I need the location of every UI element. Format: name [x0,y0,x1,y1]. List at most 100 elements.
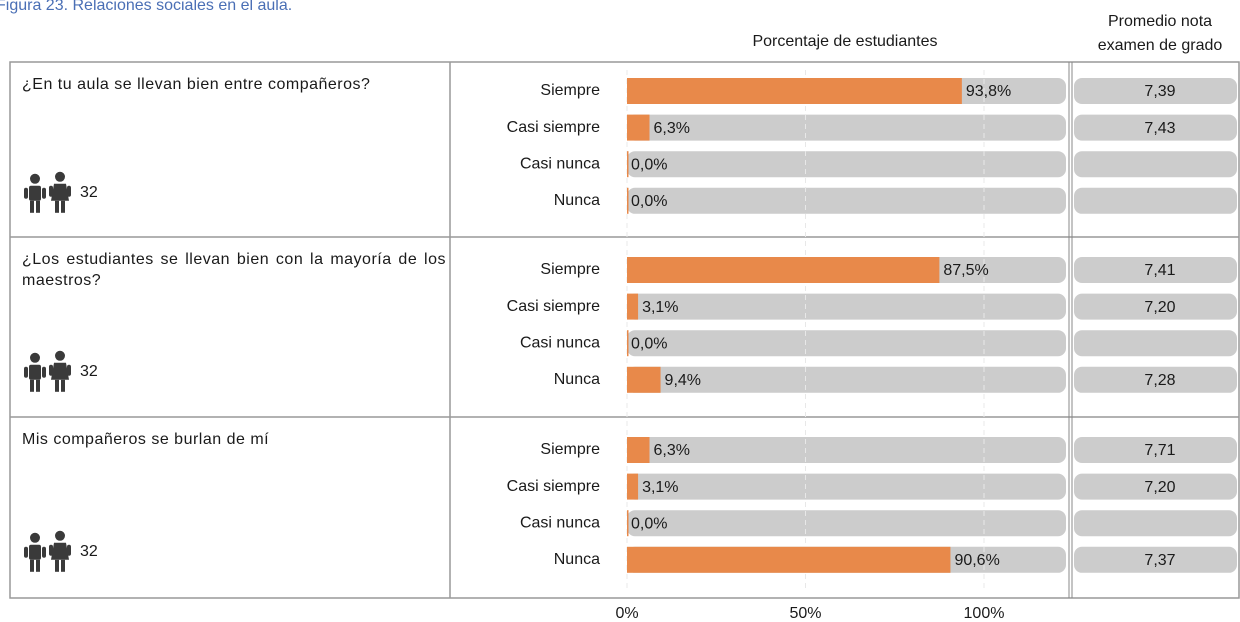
value-label: 6,3% [653,120,689,137]
value-label: 87,5% [943,262,988,279]
student-icon [24,173,46,213]
student-count: 32 [80,363,98,380]
bar [627,151,629,178]
bar-track [627,473,1066,500]
category-label: Siempre [540,441,600,458]
score-header: Promedio nota [1108,13,1212,30]
score: 7,37 [1144,552,1175,569]
icon-part [30,200,34,213]
student-icon [49,350,71,392]
icon-part [55,530,65,541]
score: 7,20 [1144,299,1175,316]
category-label: Nunca [554,192,600,209]
x-tick-label: 50% [789,605,821,622]
score: 7,71 [1144,442,1175,459]
icon-part [30,532,40,543]
bar-track [627,187,1066,214]
icon-part [36,379,40,392]
icon-part [24,187,28,199]
score-track [1074,293,1237,320]
icon-part [55,379,59,392]
student-icon [24,532,46,572]
student-icon [24,352,46,392]
category-label: Siempre [540,261,600,278]
score: 7,39 [1144,83,1175,100]
bar [627,546,951,573]
value-label: 0,0% [631,193,667,210]
icon-part [61,559,65,572]
student-count: 32 [80,543,98,560]
student-icon [49,171,71,213]
icon-part [61,200,65,213]
score-track [1074,473,1237,500]
category-label: Casi nunca [520,334,600,351]
icon-part [30,352,40,363]
bar [627,187,629,214]
icon-part [29,364,41,380]
bar-track [627,330,1066,357]
score-track [1074,187,1237,214]
category-label: Casi nunca [520,514,600,531]
icon-part [51,362,69,380]
bar [627,293,639,320]
icon-part [55,171,65,182]
icon-part [55,200,59,213]
icon-part [67,364,71,376]
question: ¿En tu aula se llevan bien entre compañe… [22,76,371,93]
icon-part [42,366,46,378]
bar-track [627,510,1066,537]
bar [627,330,629,357]
value-label: 0,0% [631,156,667,173]
icon-part [29,185,41,201]
category-label: Casi siempre [507,478,600,495]
category-label: Casi nunca [520,155,600,172]
icon-part [49,544,53,556]
value-label: 9,4% [665,372,701,389]
icon-part [36,200,40,213]
score-track [1074,257,1237,283]
category-label: Nunca [554,371,600,388]
category-label: Casi siempre [507,298,600,315]
icon-part [30,379,34,392]
bar [627,78,962,104]
icon-part [67,185,71,197]
icon-part [30,173,40,184]
bar-track [627,293,1066,320]
x-axis-label: Porcentaje de estudiantes [752,33,937,50]
bar-track [627,114,1066,141]
category-label: Siempre [540,82,600,99]
value-label: 0,0% [631,335,667,352]
score-track [1074,546,1237,573]
icon-part [55,350,65,361]
question: Mis compañeros se burlan de mí [22,431,270,448]
icon-part [42,546,46,558]
bar [627,366,661,393]
icon-part [49,185,53,197]
value-label: 3,1% [642,299,678,316]
bar-track [627,366,1066,393]
value-label: 6,3% [653,442,689,459]
icon-part [49,364,53,376]
score: 7,41 [1144,262,1175,279]
icon-part [51,542,69,560]
score-track [1074,366,1237,393]
icon-part [30,559,34,572]
bar [627,437,650,463]
chart-title: Figura 23. Relaciones sociales en el aul… [0,0,292,14]
student-icon [49,530,71,572]
icon-part [24,366,28,378]
icon-part [67,544,71,556]
score-track [1074,78,1237,104]
score: 7,20 [1144,479,1175,496]
question: ¿Los estudiantes se llevan bien con la m… [22,251,446,289]
value-label: 90,6% [954,552,999,569]
icon-part [51,183,69,201]
score-track [1074,151,1237,178]
icon-part [36,559,40,572]
bar [627,114,650,141]
score-track [1074,510,1237,537]
table-border [9,61,1240,599]
category-label: Nunca [554,551,600,568]
score-track [1074,114,1237,141]
